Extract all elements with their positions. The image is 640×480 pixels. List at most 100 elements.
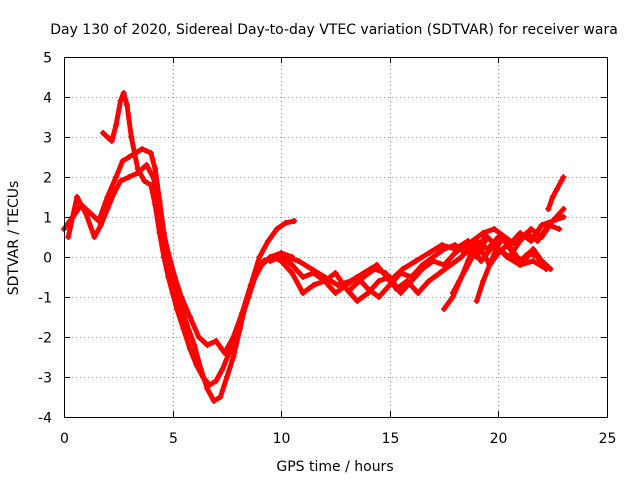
data-point [534, 238, 541, 244]
data-point [100, 130, 107, 136]
data-point [527, 226, 534, 232]
data-point [415, 290, 422, 296]
data-point [556, 226, 563, 232]
data-point [473, 298, 480, 304]
data-point [334, 282, 341, 288]
data-point [108, 138, 115, 144]
data-point [278, 258, 285, 264]
data-point [545, 206, 552, 212]
x-tick-label: 15 [382, 431, 400, 447]
data-point [191, 342, 198, 348]
x-tick-label: 5 [169, 431, 178, 447]
data-point [382, 270, 389, 276]
data-point [150, 174, 157, 180]
data-point [178, 294, 185, 300]
data-point [478, 258, 485, 264]
y-tick-label: 3 [43, 131, 52, 147]
data-point [456, 278, 463, 284]
data-point [545, 222, 552, 228]
data-point [126, 174, 133, 180]
data-point [512, 242, 519, 248]
data-point [230, 334, 237, 340]
data-point [441, 306, 448, 312]
x-tick-label: 25 [599, 431, 617, 447]
data-point [267, 258, 274, 264]
data-point [173, 306, 180, 312]
data-point [141, 178, 148, 184]
data-point [438, 242, 445, 248]
data-point [158, 222, 165, 228]
data-point [230, 354, 237, 360]
data-point [538, 222, 545, 228]
data-point [425, 250, 432, 256]
data-point [282, 220, 289, 226]
data-point [419, 266, 426, 272]
data-point [113, 122, 120, 128]
data-point [425, 278, 432, 284]
data-point [543, 266, 550, 272]
data-point [165, 274, 172, 280]
data-point [139, 146, 146, 152]
data-point [113, 174, 120, 180]
data-point [273, 226, 280, 232]
x-axis-label: GPS time / hours [276, 459, 393, 475]
data-point [354, 298, 361, 304]
data-point [393, 286, 400, 292]
data-point [491, 226, 498, 232]
series-sat-track-j [450, 234, 488, 296]
y-tick-label: 4 [43, 91, 52, 107]
data-point [558, 178, 565, 184]
data-point [117, 178, 124, 184]
data-point [375, 294, 382, 300]
y-tick-labels: -4 -3 -2 -1 0 1 2 3 4 5 [38, 51, 52, 427]
data-point [482, 234, 489, 240]
data-point [206, 382, 213, 388]
axis-ticks [64, 57, 608, 418]
data-point [119, 158, 126, 164]
data-point [165, 250, 172, 256]
data-point [347, 278, 354, 284]
y-tick-label: 1 [43, 211, 52, 227]
data-point [310, 282, 317, 288]
data-point [517, 230, 524, 236]
x-tick-labels: 0 5 10 15 20 25 [60, 431, 616, 447]
series-sat-track-g [348, 222, 562, 296]
data-point [289, 270, 296, 276]
data-point [449, 290, 456, 296]
y-tick-label: 2 [43, 171, 52, 187]
data-point [239, 310, 246, 316]
data-point [134, 170, 141, 176]
data-point [458, 254, 465, 260]
data-point [97, 222, 104, 228]
data-point [530, 246, 537, 252]
data-point [256, 254, 263, 260]
data-point [182, 318, 189, 324]
data-point [360, 274, 367, 280]
data-point [291, 218, 298, 224]
data-point [117, 98, 124, 104]
data-point [504, 254, 511, 260]
data-point [451, 246, 458, 252]
data-point [549, 194, 556, 200]
y-tick-label: -3 [38, 371, 52, 387]
data-point [160, 254, 167, 260]
data-point [480, 230, 487, 236]
data-point [204, 386, 211, 392]
data-point [486, 262, 493, 268]
data-point [295, 258, 302, 264]
y-tick-label: 5 [43, 51, 52, 67]
data-point [65, 234, 72, 240]
data-point [265, 238, 272, 244]
data-series [61, 90, 567, 404]
data-point [180, 326, 187, 332]
data-point [82, 210, 89, 216]
data-point [104, 194, 111, 200]
x-tick-label: 10 [273, 431, 291, 447]
data-point [523, 230, 530, 236]
data-point [110, 190, 117, 196]
data-point [200, 374, 207, 380]
data-point [213, 338, 220, 344]
data-point [217, 394, 224, 400]
data-point [154, 190, 161, 196]
data-point [186, 314, 193, 320]
